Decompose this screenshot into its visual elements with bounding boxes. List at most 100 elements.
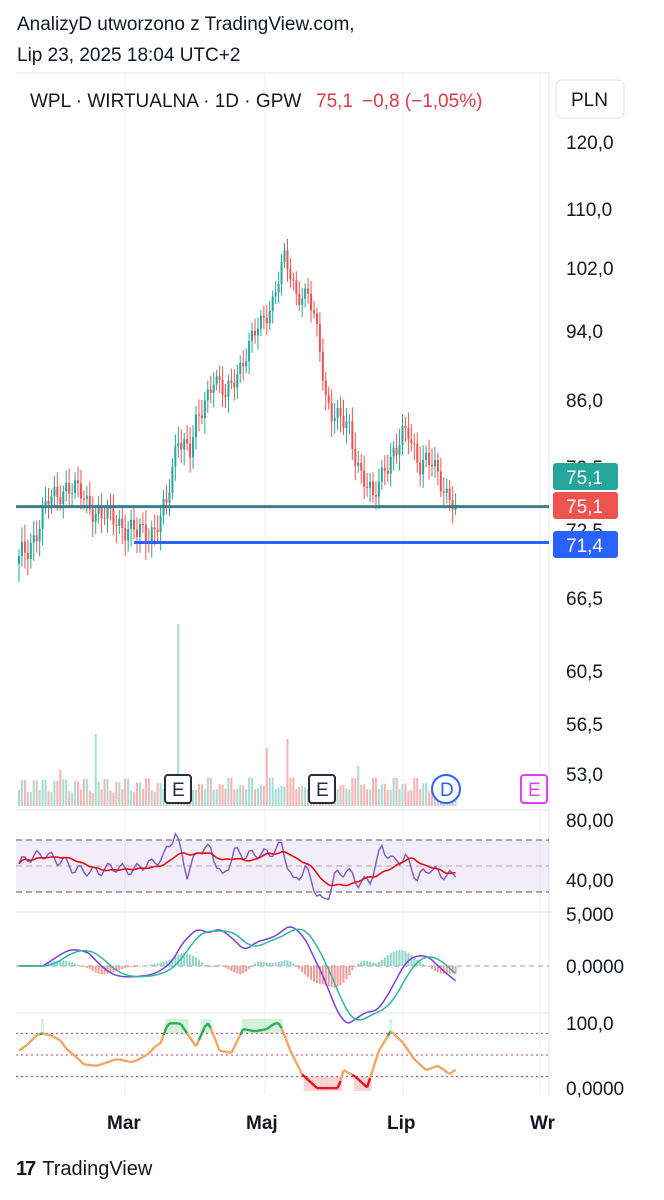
candle-body (448, 488, 451, 500)
stoch-segment (18, 1047, 23, 1052)
macd-histogram-bar (271, 963, 274, 966)
stoch-segment (428, 1066, 433, 1071)
macd-histogram-bar (195, 957, 197, 966)
candle-body (227, 380, 230, 397)
event-label: E (316, 780, 329, 801)
macd-histogram-bar (177, 954, 180, 966)
stoch-segment (437, 1064, 442, 1069)
volume-bar (383, 783, 386, 806)
stoch-segment (404, 1045, 410, 1052)
volume-bar (224, 788, 227, 806)
candle-body (407, 428, 410, 440)
volume-bar (53, 780, 56, 806)
macd-histogram-bar (206, 966, 209, 967)
volume-bar (245, 788, 248, 806)
candle-body (251, 330, 254, 341)
stoch-oversold-zone (327, 1076, 331, 1091)
candle-body (141, 523, 144, 525)
volume-bar (354, 777, 357, 806)
candle-body (180, 443, 183, 450)
stoch-segment (183, 1028, 189, 1035)
candle-body (324, 380, 327, 396)
stoch-segment (239, 1028, 245, 1036)
stoch-segment (147, 1049, 153, 1055)
macd-histogram-bar (286, 960, 289, 966)
tradingview-footer[interactable]: 17 TradingView (16, 1158, 152, 1181)
stoch-segment (283, 1035, 289, 1044)
macd-histogram-bar (212, 965, 215, 967)
stoch-segment (419, 1063, 424, 1069)
stoch-segment (77, 1057, 82, 1063)
macd-histogram-bar (68, 961, 71, 966)
stoch-segment (189, 1037, 195, 1043)
macd-histogram-bar (383, 957, 386, 966)
candle-body (298, 293, 301, 305)
stoch-segment (228, 1051, 232, 1055)
candle-body (26, 552, 29, 559)
stoch-segment (345, 1070, 350, 1075)
stoch-segment (225, 1050, 229, 1054)
stoch-oversold-zone (324, 1076, 328, 1091)
stoch-segment (48, 1033, 52, 1037)
macd-histogram-bar (357, 963, 360, 966)
macd-histogram-bar (165, 960, 168, 966)
macd-histogram-bar (79, 965, 82, 967)
candle-body (230, 380, 233, 383)
macd-histogram-bar (372, 962, 374, 966)
macd-histogram-bar (327, 966, 330, 987)
volume-bar (380, 784, 383, 806)
stoch-overbought-zone (250, 1019, 254, 1034)
stoch-segment (101, 1062, 105, 1066)
macd-histogram-bar (413, 957, 416, 966)
candle-body (348, 421, 351, 423)
candle-body (256, 328, 259, 336)
stoch-segment (301, 1073, 306, 1079)
candle-body (138, 523, 141, 537)
currency-box[interactable] (555, 79, 625, 119)
candle-body (363, 470, 366, 487)
volume-bar (203, 788, 206, 806)
volume-bar (68, 791, 71, 806)
candle-body (318, 323, 321, 352)
macd-histogram-bar (74, 963, 77, 966)
stoch-segment (336, 1080, 342, 1089)
price-label-text: 71,4 (566, 536, 603, 557)
stoch-segment (206, 1022, 212, 1029)
stoch-segment (354, 1075, 360, 1081)
candle-body (416, 443, 419, 463)
stoch-segment (130, 1060, 135, 1064)
price-label-box (553, 492, 618, 519)
stoch-segment (266, 1025, 271, 1031)
volume-bar (280, 785, 283, 806)
macd-histogram-bar (295, 966, 298, 967)
price-label-text: 75,1 (566, 468, 603, 489)
candle-body (171, 466, 174, 493)
candle-body (262, 315, 265, 318)
macd-histogram-bar (360, 961, 363, 966)
volume-bar (428, 791, 431, 806)
candle-body (77, 480, 79, 484)
stoch-segment (157, 1042, 162, 1047)
stoch-segment (307, 1078, 312, 1084)
volume-bar (363, 784, 366, 806)
stoch-segment (383, 1035, 389, 1042)
stoch-segment (56, 1037, 61, 1042)
volume-bar (38, 789, 41, 806)
macd-histogram-bar (307, 966, 310, 977)
candle-body (85, 495, 88, 500)
macd-histogram-bar (233, 966, 236, 973)
stoch-segment (295, 1062, 301, 1070)
candle-body (35, 535, 38, 542)
stoch-segment (139, 1055, 144, 1060)
volume-bar (351, 777, 354, 806)
stoch-segment (110, 1058, 114, 1063)
volume-bar (121, 789, 124, 806)
volume-bar (259, 785, 262, 806)
candle-body (236, 374, 239, 388)
volume-bar (56, 780, 59, 806)
volume-bar (153, 791, 156, 806)
volume-bar (283, 786, 286, 806)
stoch-segment (197, 1032, 203, 1041)
volume-bar (404, 783, 407, 806)
